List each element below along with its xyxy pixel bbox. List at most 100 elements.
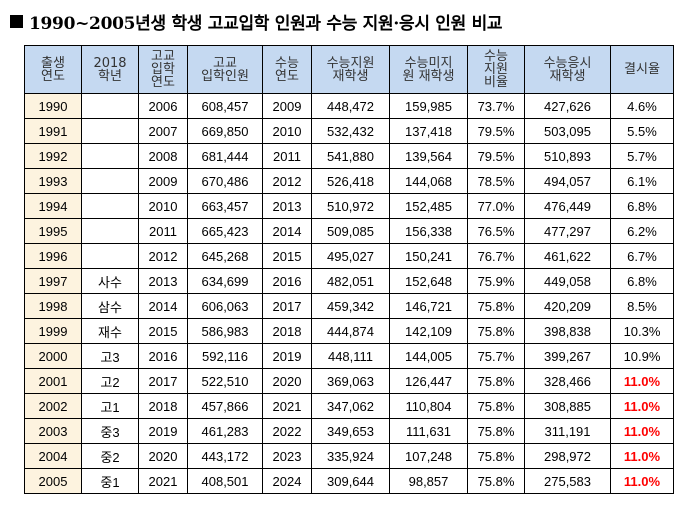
- absence-rate-cell: 11.0%: [610, 468, 674, 494]
- table-cell: 144,005: [389, 343, 468, 369]
- table-cell: 137,418: [389, 118, 468, 144]
- table-cell: 75.7%: [467, 343, 525, 369]
- absence-rate-cell: 10.9%: [610, 343, 674, 369]
- table-cell: 510,893: [524, 143, 611, 169]
- birth-year-cell: 1990: [24, 93, 82, 119]
- table-cell: 2020: [138, 443, 188, 469]
- table-cell: 2010: [262, 118, 312, 144]
- birth-year-cell: 2001: [24, 368, 82, 394]
- table-cell: 156,338: [389, 218, 468, 244]
- table-cell: 510,972: [311, 193, 390, 219]
- table-cell: 448,111: [311, 343, 390, 369]
- table-cell: 2009: [138, 168, 188, 194]
- table-cell: 669,850: [187, 118, 263, 144]
- table-cell: 75.8%: [467, 318, 525, 344]
- table-cell: 665,423: [187, 218, 263, 244]
- table-cell: 477,297: [524, 218, 611, 244]
- birth-year-cell: 1992: [24, 143, 82, 169]
- table-cell: 541,880: [311, 143, 390, 169]
- table-cell: 420,209: [524, 293, 611, 319]
- table-cell: [81, 193, 139, 219]
- black-square-icon: [10, 14, 23, 28]
- table-cell: 2019: [138, 418, 188, 444]
- table-cell: [81, 118, 139, 144]
- table-cell: 2014: [138, 293, 188, 319]
- table-cell: 347,062: [311, 393, 390, 419]
- table-cell: 308,885: [524, 393, 611, 419]
- birth-year-cell: 1993: [24, 168, 82, 194]
- table-cell: [81, 168, 139, 194]
- table-cell: 2018: [262, 318, 312, 344]
- table-cell: [81, 218, 139, 244]
- column-header: 수능지원 재학생: [311, 45, 390, 94]
- table-cell: 2017: [138, 368, 188, 394]
- table-cell: 2017: [262, 293, 312, 319]
- absence-rate-cell: 10.3%: [610, 318, 674, 344]
- column-header-line: 2018: [93, 55, 127, 71]
- table-cell: 2012: [262, 168, 312, 194]
- table-cell: 75.8%: [467, 468, 525, 494]
- column-header-line: 수능지원: [326, 55, 375, 71]
- column-header-line: 고교: [151, 49, 175, 64]
- birth-year-cell: 2002: [24, 393, 82, 419]
- table-cell: 309,644: [311, 468, 390, 494]
- absence-rate-cell: 6.8%: [610, 193, 674, 219]
- table-row: 1991 2007 669,850 2010 532,432 137,418 79.5% 50…: [24, 118, 674, 144]
- table-row: 1992 2008 681,444 2011 541,880 139,564 79.5% 51…: [24, 143, 674, 169]
- column-header-line: 비율: [484, 75, 508, 90]
- table-cell: 2022: [262, 418, 312, 444]
- birth-year-cell: 1997: [24, 268, 82, 294]
- birth-year-cell: 2005: [24, 468, 82, 494]
- column-header-line: 지원: [484, 62, 508, 77]
- page-title-row: 1990~2005년생 학생 고교입학 인원과 수능 지원·응시 인원 비교: [10, 6, 503, 36]
- table-cell: 146,721: [389, 293, 468, 319]
- table-cell: 2019: [262, 343, 312, 369]
- table-cell: 606,063: [187, 293, 263, 319]
- absence-rate-cell: 6.7%: [610, 243, 674, 269]
- table-cell: 670,486: [187, 168, 263, 194]
- table-cell: 328,466: [524, 368, 611, 394]
- column-header-line: 재학생: [332, 68, 369, 84]
- table-cell: 476,449: [524, 193, 611, 219]
- table-cell: 고2: [81, 368, 139, 394]
- table-cell: 2007: [138, 118, 188, 144]
- table-cell: 408,501: [187, 468, 263, 494]
- table-cell: 중2: [81, 443, 139, 469]
- table-cell: 재수: [81, 318, 139, 344]
- table-cell: 427,626: [524, 93, 611, 119]
- table-cell: 2014: [262, 218, 312, 244]
- table-cell: 73.7%: [467, 93, 525, 119]
- absence-rate-cell: 8.5%: [610, 293, 674, 319]
- table-cell: 2021: [138, 468, 188, 494]
- absence-rate-cell: 4.6%: [610, 93, 674, 119]
- column-header-line: 수능: [484, 49, 508, 64]
- table-cell: 681,444: [187, 143, 263, 169]
- column-header-line: 재학생: [549, 68, 586, 84]
- table-row: 1994 2010 663,457 2013 510,972 152,485 77.0% 47…: [24, 193, 674, 219]
- table-row: 1995 2011 665,423 2014 509,085 156,338 76.5% 47…: [24, 218, 674, 244]
- table-cell: 77.0%: [467, 193, 525, 219]
- table-cell: 369,063: [311, 368, 390, 394]
- table-cell: 2010: [138, 193, 188, 219]
- table-cell: 2011: [262, 143, 312, 169]
- column-header: 수능응시 재학생: [524, 45, 611, 94]
- table-row: 2001 고2 2017 522,510 2020 369,063 126,447 75.8%…: [24, 368, 674, 394]
- table-row: 1998 삼수 2014 606,063 2017 459,342 146,721 75.8%…: [24, 293, 674, 319]
- table-cell: 사수: [81, 268, 139, 294]
- table-cell: 2008: [138, 143, 188, 169]
- table-cell: 449,058: [524, 268, 611, 294]
- table-cell: 142,109: [389, 318, 468, 344]
- table-row: 2005 중1 2021 408,501 2024 309,644 98,857 75.8% 2…: [24, 468, 674, 494]
- table-cell: 457,866: [187, 393, 263, 419]
- table-cell: 311,191: [524, 418, 611, 444]
- table-cell: 592,116: [187, 343, 263, 369]
- absence-rate-cell: 6.8%: [610, 268, 674, 294]
- absence-rate-cell: 11.0%: [610, 393, 674, 419]
- table-cell: 2013: [138, 268, 188, 294]
- birth-year-cell: 1995: [24, 218, 82, 244]
- absence-rate-cell: 6.2%: [610, 218, 674, 244]
- table-cell: 2018: [138, 393, 188, 419]
- column-header-line: 연도: [151, 75, 175, 90]
- column-header-line: 입학: [151, 62, 175, 77]
- column-header-line: 수능미지: [404, 55, 453, 71]
